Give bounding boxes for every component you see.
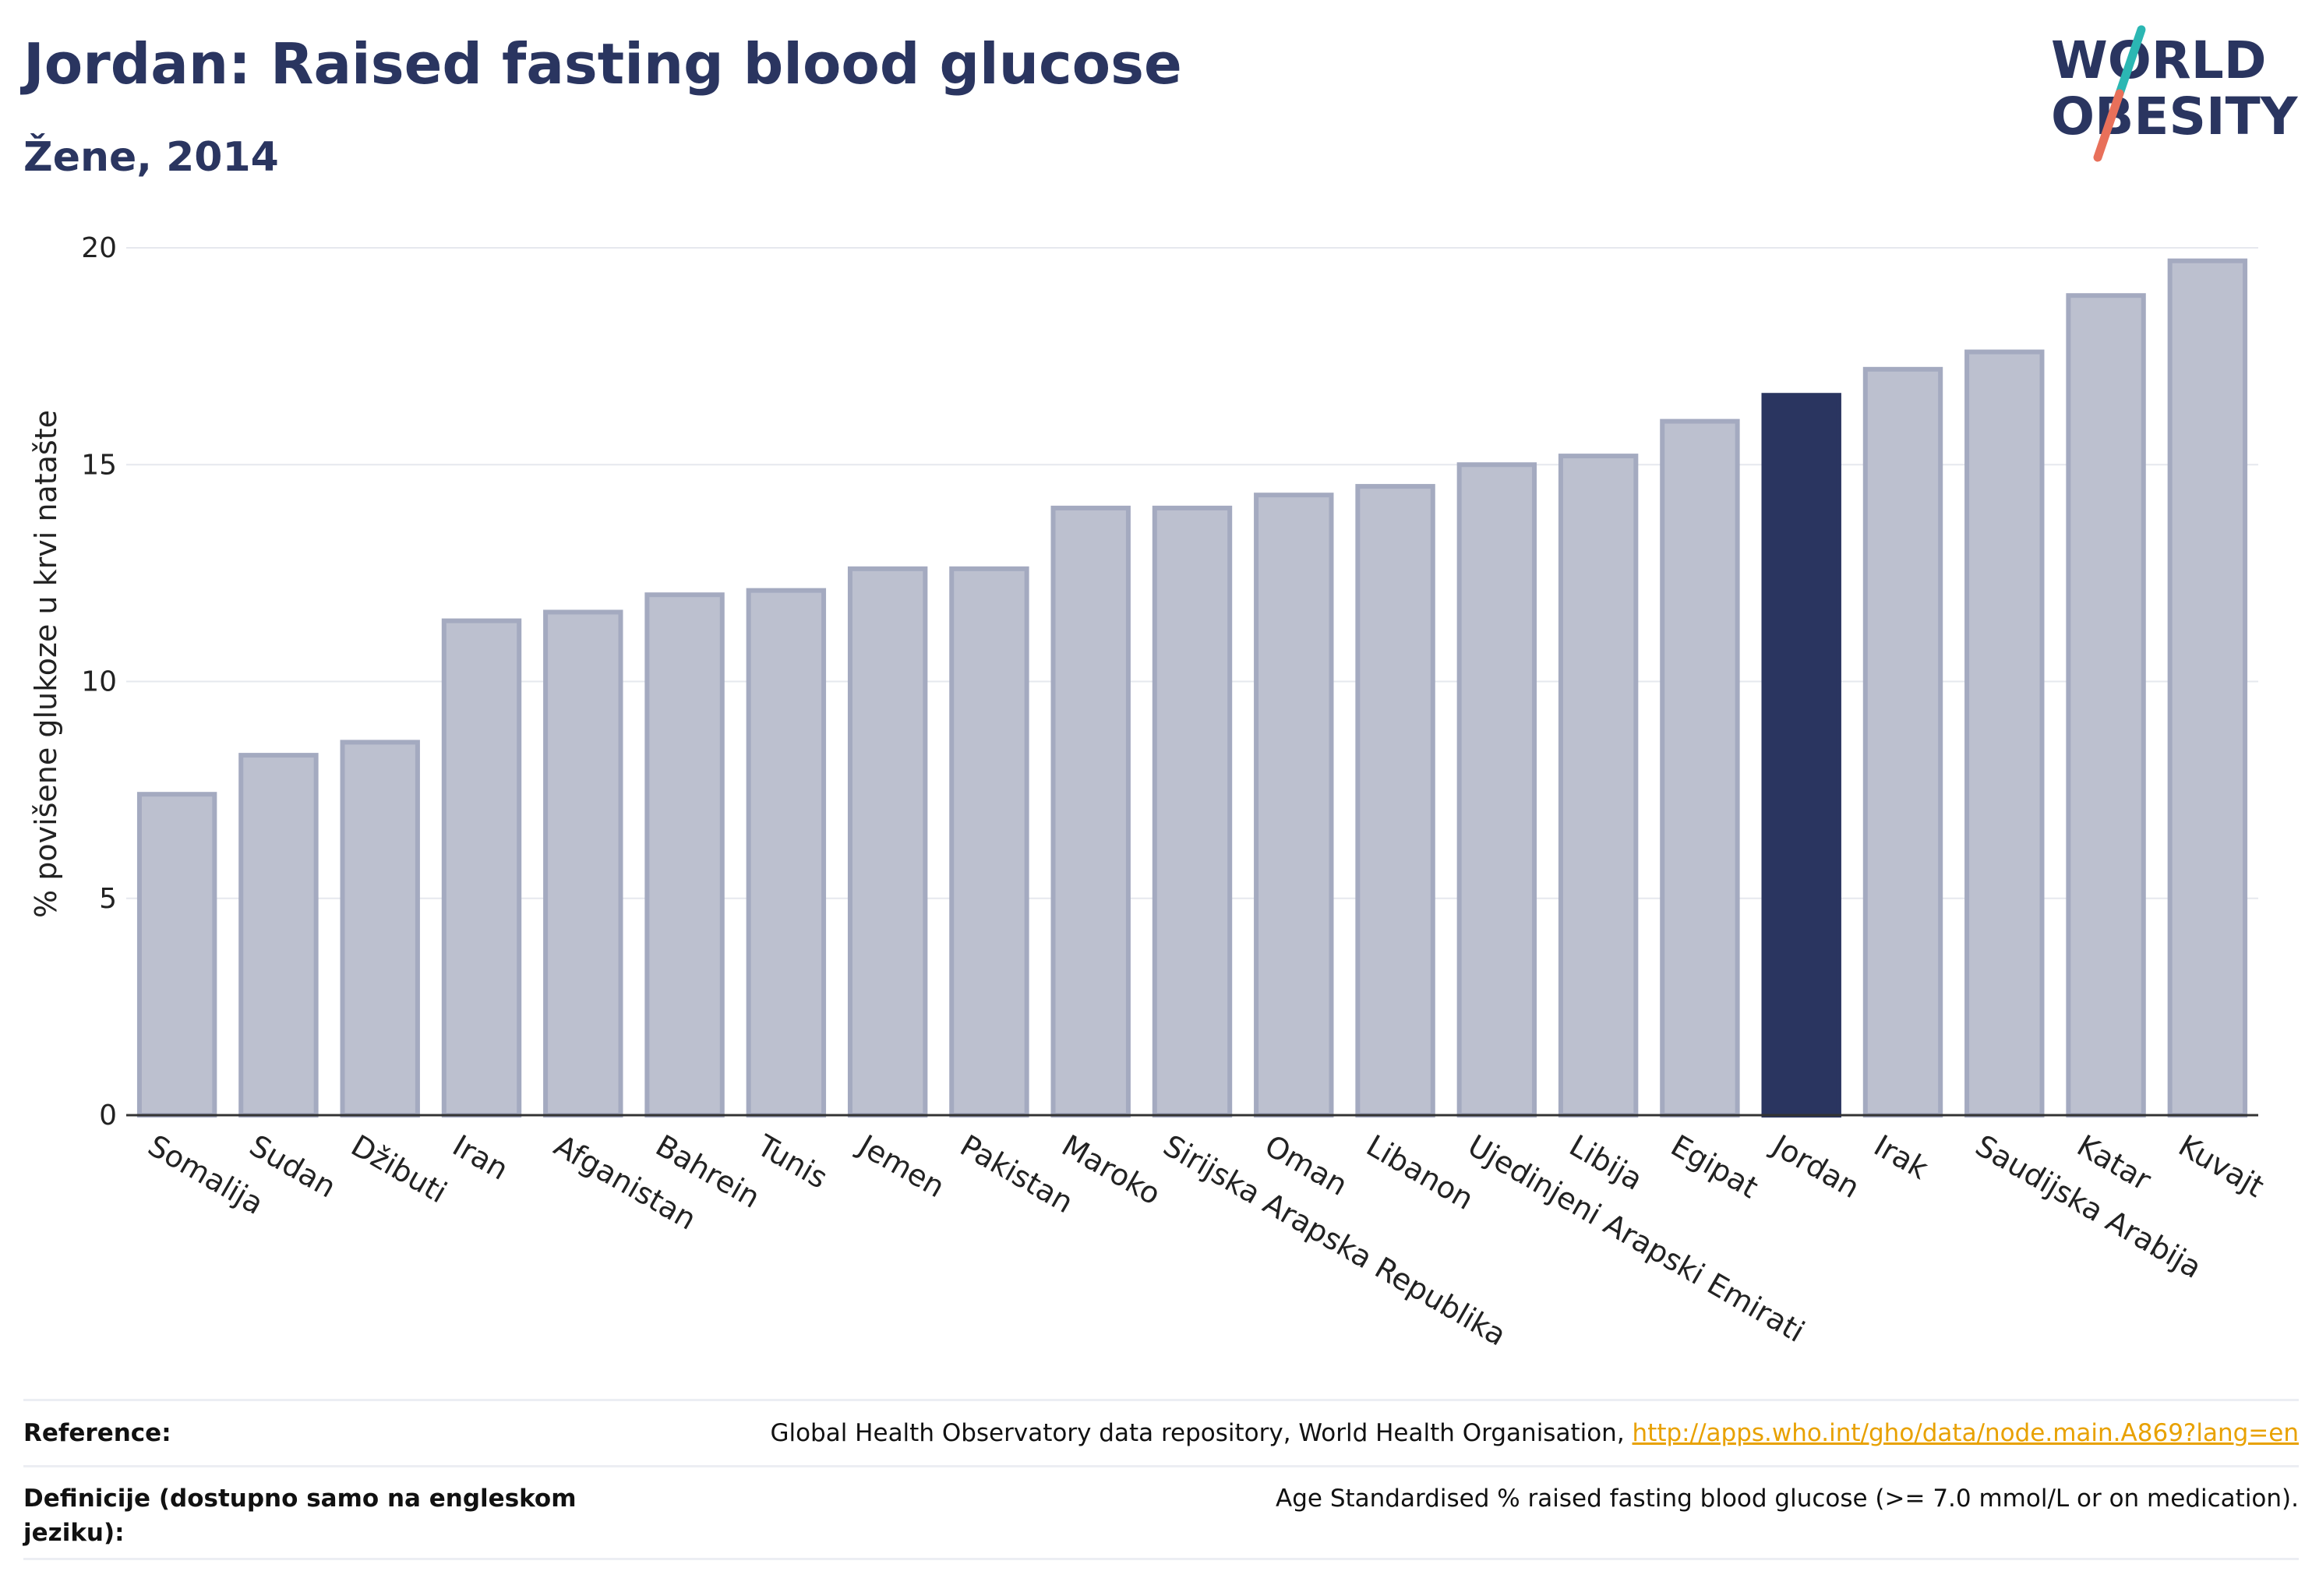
x-tick-label: Irak <box>1869 1128 1934 1186</box>
y-tick-label: 0 <box>99 1100 117 1132</box>
y-axis-ticks: 0 5 10 15 20 <box>81 232 117 1132</box>
x-tick-label: Kuvajt <box>2173 1128 2269 1204</box>
chart-title: Jordan: Raised fasting blood glucose <box>23 31 1182 97</box>
bar-iran <box>441 618 522 1118</box>
footer-table: Reference: Global Health Observatory dat… <box>23 1399 2299 1560</box>
bar-katar <box>2066 293 2146 1118</box>
y-axis-label: % povišene glukoze u krvi natašte <box>29 410 63 918</box>
bar-somalija <box>136 792 217 1118</box>
bar-tunis <box>746 588 827 1118</box>
definition-label: Definicije (dostupno samo na engleskom j… <box>23 1485 577 1547</box>
x-tick-label: Somalija <box>143 1128 270 1221</box>
bar-pakistan <box>949 566 1029 1118</box>
bar-sirijska-arapska-republika <box>1152 505 1233 1118</box>
bar-sudan <box>238 753 319 1118</box>
x-tick-label: Egipat <box>1665 1128 1764 1206</box>
bar-jemen <box>847 566 928 1118</box>
logo-line2: OBESITY <box>2051 87 2299 147</box>
bar-libanon <box>1355 484 1435 1118</box>
x-tick-label: Džibuti <box>345 1128 453 1210</box>
y-tick-label: 15 <box>81 449 117 481</box>
world-obesity-logo: WORLD OBESITY <box>2051 25 2299 162</box>
x-tick-label: Jemen <box>852 1128 951 1205</box>
reference-row: Reference: Global Health Observatory dat… <box>23 1399 2299 1465</box>
logo-slash-coral <box>2093 89 2124 162</box>
reference-value: Global Health Observatory data repositor… <box>770 1416 2299 1450</box>
y-tick-label: 10 <box>81 666 117 698</box>
chart-subtitle: Žene, 2014 <box>23 134 279 181</box>
definition-value: Age Standardised % raised fasting blood … <box>1276 1485 2299 1513</box>
bar-libija <box>1558 454 1639 1118</box>
bar-chart: 0 5 10 15 20 % povišene glukoze u krvi nataš… <box>29 232 2270 1353</box>
logo-line1: WORLD <box>2051 30 2267 90</box>
reference-label: Reference: <box>23 1419 171 1447</box>
bar-maroko <box>1050 505 1131 1118</box>
bar-saudijska-arabija <box>1964 349 2045 1118</box>
y-tick-label: 5 <box>99 883 117 915</box>
bar-džibuti <box>340 740 420 1118</box>
x-tick-label: Libanon <box>1361 1128 1479 1216</box>
bar-jordan <box>1761 393 1841 1118</box>
reference-link[interactable]: http://apps.who.int/gho/data/node.main.A… <box>1632 1419 2299 1447</box>
x-tick-label: Pakistan <box>955 1128 1079 1220</box>
y-tick-label: 20 <box>81 232 117 264</box>
x-tick-label: Jordan <box>1765 1128 1865 1206</box>
bar-oman <box>1254 493 1334 1118</box>
bar-afganistan <box>543 609 623 1118</box>
logo-slash-teal <box>2115 25 2146 98</box>
definition-row: Definicije (dostupno samo na engleskom j… <box>23 1465 2299 1560</box>
bar-irak <box>1862 366 1943 1118</box>
x-tick-label: Iran <box>447 1128 514 1187</box>
bar-bahrein <box>644 592 725 1118</box>
bars <box>136 258 2248 1118</box>
bar-kuvajt <box>2167 258 2248 1118</box>
reference-text: Global Health Observatory data repositor… <box>770 1419 1633 1447</box>
bar-ujedinjeni-arapski-emirati <box>1456 462 1537 1118</box>
bar-egipat <box>1660 418 1740 1118</box>
